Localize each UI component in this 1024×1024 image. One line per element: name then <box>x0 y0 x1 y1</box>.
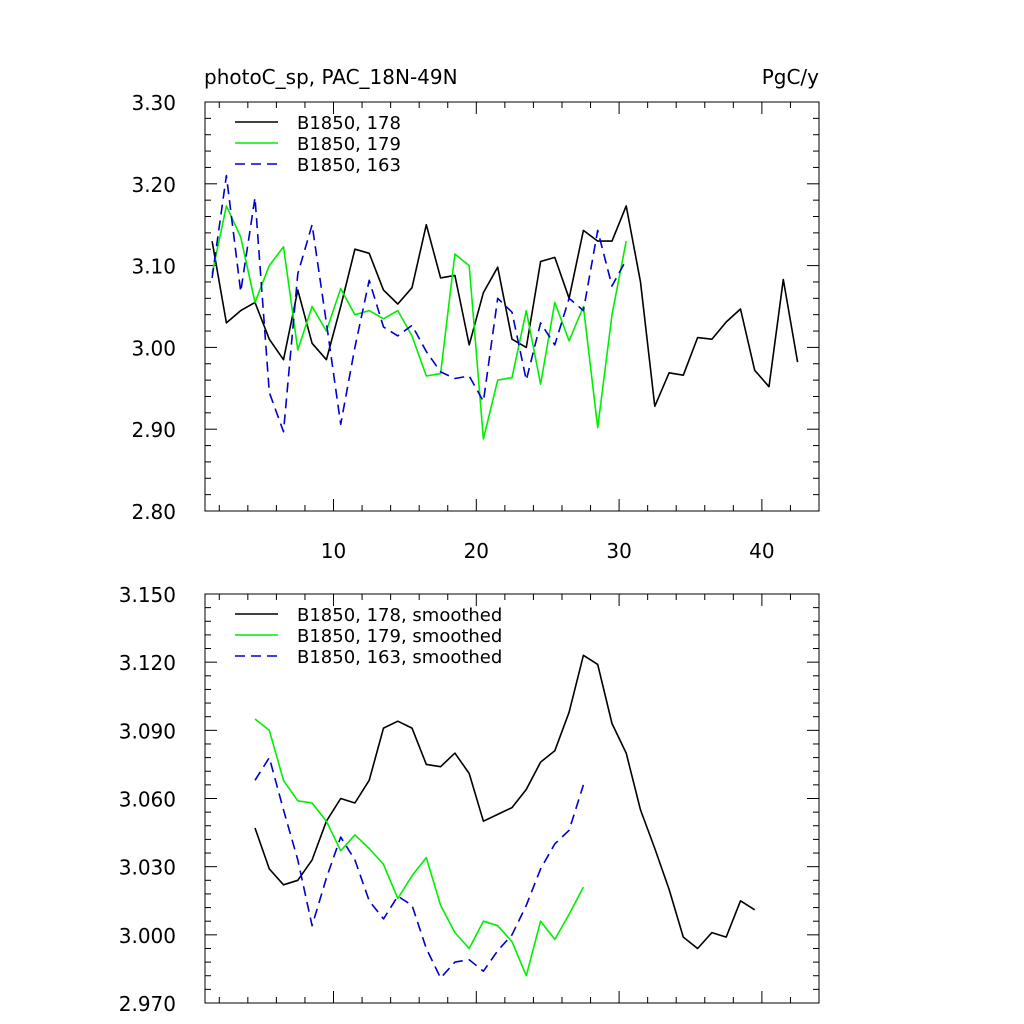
bottom-legend-label-1: B1850, 178, smoothed <box>297 605 502 626</box>
top-xtick-label: 10 <box>321 539 346 563</box>
top-panel: 2.80 2.90 3.00 3.10 3.20 3.30 10 20 30 40 B1850, 1… <box>131 91 820 563</box>
bottom-ytick-label: 3.060 <box>119 788 176 812</box>
bottom-series-line-1 <box>254 654 756 950</box>
top-xtick-label: 20 <box>464 539 489 563</box>
top-ytick-label: 2.90 <box>131 418 176 442</box>
top-legend-label-3: B1850, 163 <box>297 155 401 176</box>
top-series-line-2 <box>211 205 627 440</box>
chart-title: photoC_sp, PAC_18N-49N <box>204 65 458 89</box>
chart-units: PgC/y <box>762 65 819 89</box>
top-ytick-label: 3.10 <box>131 255 176 279</box>
bottom-legend-label-3: B1850, 163, smoothed <box>297 647 502 668</box>
bottom-ytick-label: 3.120 <box>119 651 176 675</box>
bottom-ytick-label: 3.000 <box>119 924 176 948</box>
top-series-line-3 <box>211 174 627 433</box>
top-ytick-label: 3.30 <box>131 91 176 115</box>
top-legend-label-1: B1850, 178 <box>297 113 401 134</box>
top-xtick-label: 40 <box>749 539 774 563</box>
top-series-line-1 <box>211 205 799 408</box>
bottom-ytick-label: 2.970 <box>119 992 176 1016</box>
bottom-series-line-2 <box>254 718 585 977</box>
top-plot-frame <box>204 101 820 512</box>
top-legend-label-2: B1850, 179 <box>297 134 401 155</box>
top-ytick-label: 2.80 <box>131 500 176 524</box>
bottom-panel: 2.970 3.000 3.030 3.060 3.090 3.120 3.150 B1850… <box>119 583 820 1016</box>
bottom-ytick-label: 3.090 <box>119 719 176 743</box>
top-xtick-label: 30 <box>606 539 631 563</box>
top-ytick-label: 3.20 <box>131 173 176 197</box>
bottom-series-line-3 <box>254 756 585 979</box>
top-ytick-label: 3.00 <box>131 336 176 360</box>
bottom-ytick-label: 3.030 <box>119 856 176 880</box>
bottom-legend-label-2: B1850, 179, smoothed <box>297 626 502 647</box>
bottom-ytick-label: 3.150 <box>119 583 176 607</box>
